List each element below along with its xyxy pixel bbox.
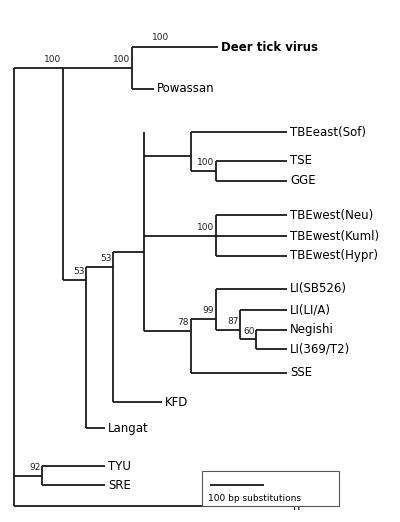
Text: 87: 87 <box>227 317 238 326</box>
Text: TBEwest(Neu): TBEwest(Neu) <box>290 209 374 222</box>
Text: TYU: TYU <box>108 459 131 472</box>
Text: 100: 100 <box>197 158 214 167</box>
Text: 99: 99 <box>203 306 214 315</box>
Text: 78: 78 <box>178 318 189 327</box>
Text: 53: 53 <box>73 267 85 277</box>
Text: TBEwest(Kuml): TBEwest(Kuml) <box>290 230 380 243</box>
Text: Deer tick virus: Deer tick virus <box>221 41 318 54</box>
Text: 53: 53 <box>100 254 112 264</box>
Text: SSE: SSE <box>290 366 312 379</box>
Text: TBEwest(Hypr): TBEwest(Hypr) <box>290 250 378 263</box>
Text: 100 bp substitutions: 100 bp substitutions <box>208 494 301 503</box>
Text: Negishi: Negishi <box>290 323 334 336</box>
Text: 100: 100 <box>113 55 130 64</box>
Text: TBEeast(Sof): TBEeast(Sof) <box>290 126 366 139</box>
Text: Langat: Langat <box>108 422 149 435</box>
Text: YF: YF <box>290 500 304 513</box>
Text: 100: 100 <box>152 33 169 42</box>
Text: LI(LI/A): LI(LI/A) <box>290 303 331 316</box>
Text: 60: 60 <box>243 327 255 336</box>
Text: KFD: KFD <box>165 396 188 409</box>
Text: 100: 100 <box>44 55 62 64</box>
Text: LI(SB526): LI(SB526) <box>290 282 347 295</box>
Text: LI(369/T2): LI(369/T2) <box>290 343 350 356</box>
Text: 100: 100 <box>197 223 214 232</box>
Text: TSE: TSE <box>290 155 312 167</box>
Bar <box>202 471 339 506</box>
Text: Powassan: Powassan <box>157 82 215 95</box>
Text: GGE: GGE <box>290 174 316 187</box>
Text: 92: 92 <box>29 463 40 472</box>
Text: SRE: SRE <box>108 479 131 492</box>
